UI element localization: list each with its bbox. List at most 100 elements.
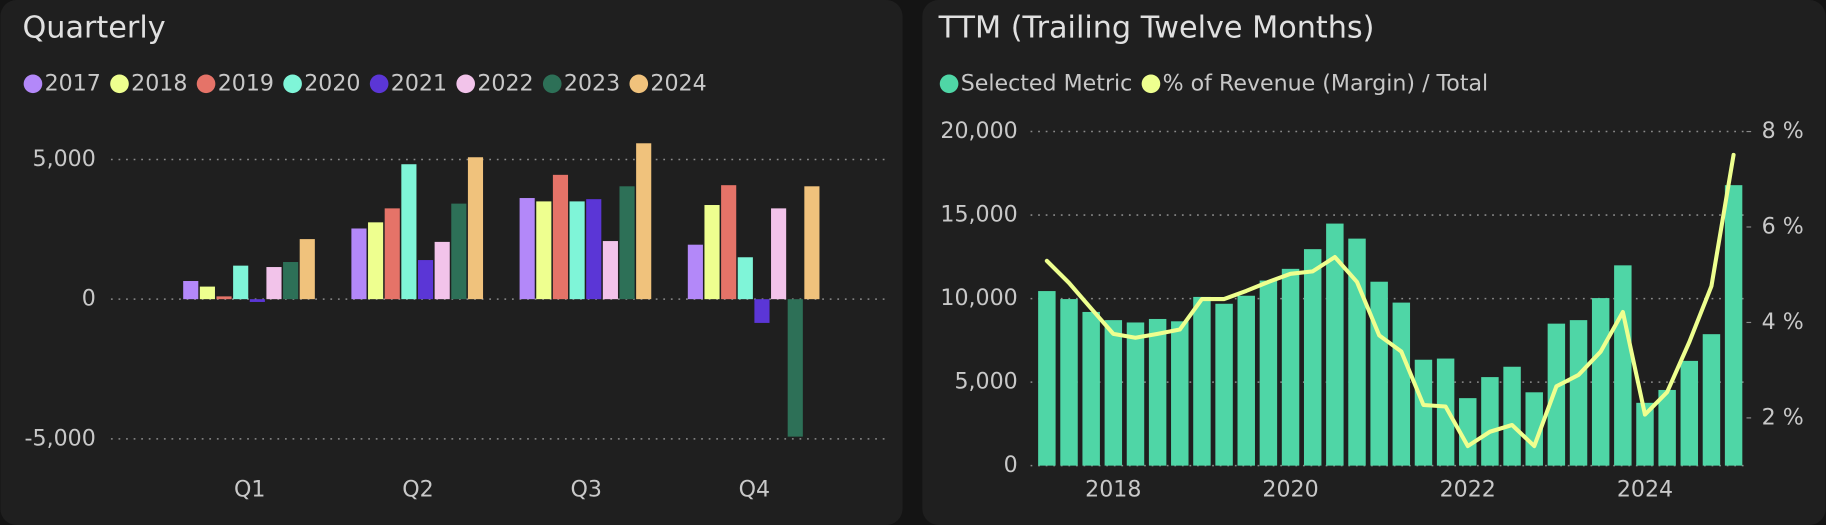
bar [586,199,602,300]
legend-marker [456,74,476,94]
legend-marker [196,74,216,94]
y-tick-label: 15,000 [940,202,1017,228]
bar [1481,377,1499,466]
legend-marker [1141,74,1161,94]
bar [1459,398,1477,466]
bar [183,281,199,300]
bar [401,164,417,300]
bar [787,299,803,437]
bar [1171,321,1189,466]
x-tick-label: Q2 [402,477,433,503]
bar [1281,268,1300,466]
y-tick-label: 0 [82,286,96,312]
bar [384,208,400,300]
bar [1126,322,1145,466]
bar [199,286,215,300]
line [1044,152,1736,449]
chart-title: Quarterly [22,11,165,46]
legend-label: 2018 [131,70,187,96]
bar [602,241,618,300]
bar [569,201,585,300]
y2-tick-label: 8 % [1762,118,1804,144]
bar [467,157,484,300]
y2-tick-label: 6 % [1762,213,1804,239]
legend-label: 2024 [650,70,706,96]
bar [1636,402,1654,466]
chart-title: TTM (Trailing Twelve Months) [938,11,1375,46]
legend-label: 2019 [218,70,274,96]
bar [1303,249,1322,466]
bar [368,222,384,300]
bar [1591,298,1610,466]
bar [1104,320,1123,466]
legend-marker [939,74,959,94]
bar [1193,296,1211,466]
y-tick-label: 10,000 [940,285,1017,311]
x-tick-label: Q1 [234,477,265,503]
bar [233,265,249,300]
y-tick-label: 0 [1004,452,1018,478]
bar [1060,299,1078,466]
legend-marker [542,74,562,94]
bar [1215,303,1233,466]
bar [552,174,569,300]
bar [1547,323,1566,466]
legend-marker [110,74,129,94]
bar [434,241,450,300]
bar [1614,265,1632,466]
legend-label: 2023 [564,70,620,96]
y-tick-label: -5,000 [25,425,96,451]
bar [1370,281,1388,466]
bar [417,260,434,300]
bar [704,205,720,300]
bar [1237,295,1255,466]
bar [1414,359,1433,466]
x-tick-label: 2022 [1440,477,1496,503]
y-tick-label: 20,000 [940,118,1017,144]
bar [1436,358,1455,466]
bar [687,244,703,300]
bar [1038,291,1056,466]
bar [519,198,535,300]
bar [721,185,737,300]
bar [771,208,787,300]
bar [804,186,820,300]
bar [1702,334,1721,466]
legend-label: 2022 [477,70,533,96]
legend-label: 2020 [304,70,360,96]
bar [1259,280,1278,466]
bar [619,186,635,300]
legend-label: % of Revenue (Margin) / Total [1163,70,1489,96]
bar [1326,223,1344,466]
bar [451,203,467,300]
x-tick-label: 2024 [1617,477,1673,503]
y2-tick-label: 2 % [1762,404,1804,430]
bar [636,143,652,300]
bar [1503,366,1521,466]
bar [1525,392,1543,466]
bar [299,239,315,300]
x-tick-label: 2018 [1085,477,1141,503]
bar [266,267,282,300]
bar [351,228,367,300]
bar [1658,389,1676,466]
bar [754,299,770,323]
legend-marker [369,74,389,94]
bar [249,299,265,302]
legend-label: 2017 [45,70,101,96]
bar [1569,320,1588,466]
x-tick-label: 2020 [1262,477,1318,503]
bar [1082,311,1100,466]
bar [536,201,552,300]
y2-tick-label: 4 % [1762,309,1804,335]
bar [1392,302,1411,466]
bar [283,262,299,300]
bar [1148,318,1167,466]
bar [737,257,753,300]
legend-label: Selected Metric [961,70,1133,96]
x-tick-label: Q4 [739,477,770,503]
bar [216,296,232,300]
bar [1724,185,1743,466]
bar [1680,360,1699,466]
legend-label: 2021 [391,70,447,96]
